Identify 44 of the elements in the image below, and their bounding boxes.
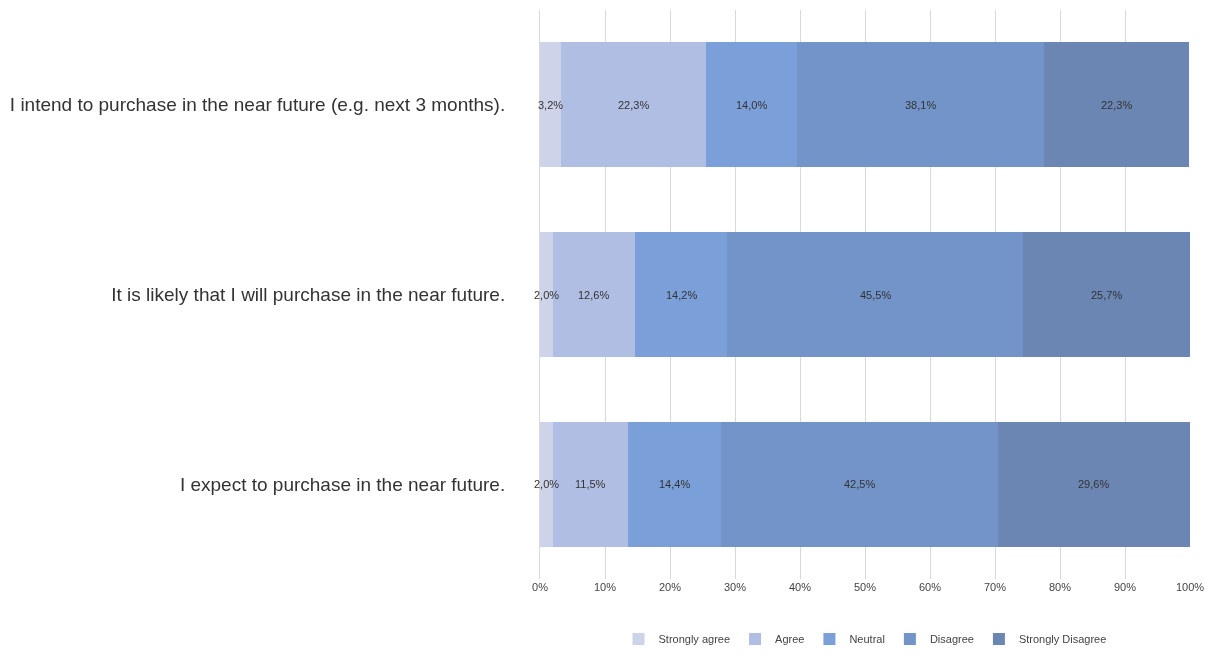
data-label: 2,0% <box>534 289 560 301</box>
bar <box>721 421 998 547</box>
bar <box>705 42 797 168</box>
data-label: 12,6% <box>578 289 610 301</box>
bar <box>1044 42 1190 168</box>
data-label: 3,2% <box>538 99 564 111</box>
legend-label: Neutral <box>849 633 885 646</box>
legend-label: Strongly agree <box>658 633 731 646</box>
x-tick-label: 30% <box>723 581 747 593</box>
y-tick-label: It is likely that I will purchase in the near future. <box>111 284 506 306</box>
y-tick-label: I expect to purchase in the near future. <box>179 473 506 495</box>
data-label: 25,7% <box>1091 289 1123 301</box>
legend-label: Disagree <box>929 633 974 646</box>
data-label: 42,5% <box>844 478 876 490</box>
bar <box>727 231 1023 358</box>
bar <box>634 231 728 358</box>
data-label: 22,3% <box>618 99 650 111</box>
legend-label: Agree <box>775 633 805 646</box>
x-tick-label: 80% <box>1048 581 1072 593</box>
x-tick-label: 20% <box>658 581 682 593</box>
bar <box>627 421 722 547</box>
legend-label: Strongly Disagree <box>1018 633 1107 646</box>
x-tick-label: 50% <box>853 581 877 593</box>
x-tick-label: 60% <box>918 581 942 593</box>
x-tick-label: 90% <box>1113 581 1137 593</box>
x-tick-label: 70% <box>983 581 1007 593</box>
data-label: 22,3% <box>1101 99 1133 111</box>
bar <box>540 42 561 168</box>
x-tick-label: 0% <box>532 581 549 593</box>
data-label: 2,0% <box>534 478 560 490</box>
data-label: 29,6% <box>1078 478 1110 490</box>
data-label: 45,5% <box>860 289 892 301</box>
data-label: 14,2% <box>666 289 698 301</box>
bar <box>1022 231 1190 358</box>
data-label: 14,0% <box>736 99 768 111</box>
bar <box>997 421 1190 547</box>
bar <box>796 42 1045 168</box>
y-tick-label: I intend to purchase in the near future (e.g. next 3 months). <box>9 94 506 116</box>
x-tick-label: 10% <box>593 581 617 593</box>
data-label: 11,5% <box>575 478 606 490</box>
x-tick-label: 40% <box>788 581 812 593</box>
x-tick-label: 100% <box>1175 581 1205 593</box>
data-label: 38,1% <box>905 99 937 111</box>
data-label: 14,4% <box>659 478 691 490</box>
